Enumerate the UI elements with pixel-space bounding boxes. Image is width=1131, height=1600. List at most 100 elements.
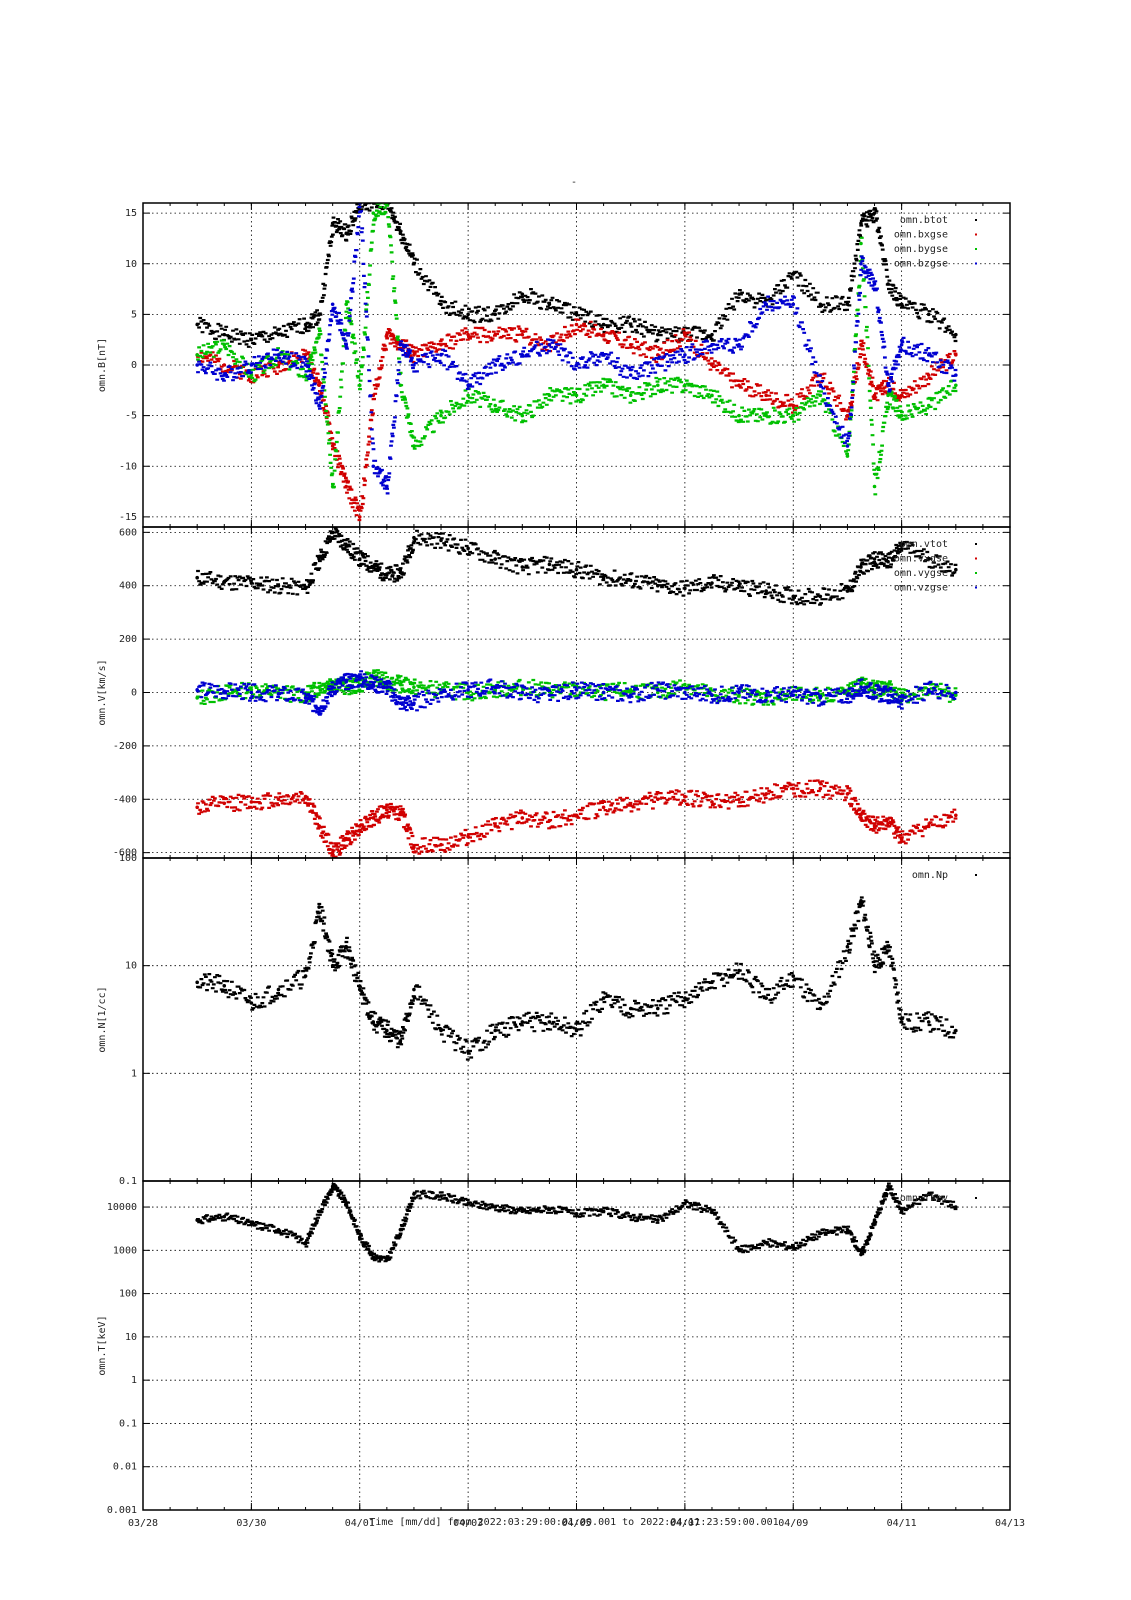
y-tick-label: 0.01 [113, 1462, 137, 1473]
data-point [655, 1218, 660, 1222]
data-point [710, 980, 714, 985]
data-point [601, 322, 606, 327]
data-point [195, 575, 199, 580]
data-point [412, 444, 416, 448]
data-point [954, 813, 958, 818]
data-point [398, 682, 403, 687]
data-point [683, 353, 687, 357]
data-point [845, 454, 850, 458]
data-point [764, 589, 768, 593]
data-point [954, 690, 958, 695]
data-point [303, 586, 308, 591]
plot-area [195, 203, 958, 522]
data-point [655, 690, 660, 695]
data-point [520, 816, 525, 820]
data-point [303, 794, 308, 799]
data-point [249, 373, 254, 377]
data-point [330, 850, 335, 855]
data-point [317, 706, 321, 711]
data-point [276, 353, 281, 357]
data-point [317, 312, 321, 317]
data-point [520, 413, 525, 418]
data-point [195, 696, 199, 700]
data-point [330, 963, 335, 968]
data-point [818, 1231, 823, 1235]
data-point [574, 393, 579, 398]
data-point [398, 1227, 403, 1232]
panel-frame [142, 1180, 1011, 1511]
data-point [439, 353, 443, 357]
x-tick-label: 04/01 [345, 1518, 375, 1529]
data-point [412, 845, 416, 850]
data-point [628, 802, 633, 807]
data-point [954, 373, 958, 377]
series-omn.bxgse [195, 318, 958, 522]
y-tick-label: 100 [119, 853, 137, 864]
data-point [655, 583, 660, 588]
data-point [547, 693, 552, 697]
data-point [385, 573, 389, 577]
data-point [872, 282, 877, 286]
data-point [601, 575, 606, 580]
data-point [764, 696, 768, 700]
data-point [628, 693, 633, 697]
data-point [371, 816, 376, 820]
data-point [412, 701, 416, 705]
data-point [439, 302, 443, 307]
data-point [249, 1001, 254, 1005]
y-tick-label: 10 [125, 259, 137, 270]
data-point [344, 342, 349, 347]
data-point [655, 1006, 660, 1011]
legend-marker [975, 219, 977, 221]
data-point [628, 578, 633, 583]
data-point [385, 808, 389, 812]
data-point [303, 696, 308, 700]
data-point [249, 800, 254, 804]
data-point [303, 1240, 308, 1245]
y-tick-label: -10 [119, 461, 137, 472]
data-point [764, 1240, 768, 1245]
data-point [357, 824, 362, 828]
data-point [683, 332, 687, 337]
data-point [845, 1227, 850, 1232]
data-point [859, 241, 863, 246]
figure-title: - [571, 177, 577, 188]
y-tick-label: -600 [113, 848, 137, 859]
data-point [926, 1192, 931, 1196]
x-tick-label: 04/05 [561, 1518, 591, 1529]
data-point [317, 905, 321, 909]
data-point [344, 944, 349, 949]
data-point [547, 342, 552, 347]
data-point [872, 1218, 877, 1222]
y-tick-label: 10 [125, 1332, 137, 1343]
data-point [398, 701, 403, 705]
data-point [764, 393, 768, 398]
data-point [872, 557, 877, 561]
data-point [683, 794, 687, 799]
data-point [710, 342, 714, 347]
data-point [655, 688, 660, 692]
data-point [195, 980, 199, 985]
data-point [412, 535, 416, 540]
legend-marker [975, 572, 977, 574]
data-point [303, 322, 308, 327]
data-point [547, 1207, 552, 1211]
data-point [195, 353, 199, 357]
data-point [249, 337, 254, 342]
data-point [899, 1209, 904, 1214]
data-point [954, 383, 958, 388]
y-tick-label: -5 [125, 411, 137, 422]
data-point [344, 302, 349, 307]
data-point [412, 685, 416, 689]
series-dots [196, 779, 958, 858]
x-tick-label: 03/28 [128, 1518, 158, 1529]
legend-entry: omn.Np [912, 870, 948, 881]
data-point [357, 557, 362, 561]
data-point [344, 543, 349, 548]
data-point [764, 996, 768, 1000]
data-point [628, 1006, 633, 1011]
series-omn.bygse [195, 203, 958, 496]
data-point [845, 792, 850, 796]
data-point [398, 810, 403, 815]
data-point [737, 1248, 741, 1253]
